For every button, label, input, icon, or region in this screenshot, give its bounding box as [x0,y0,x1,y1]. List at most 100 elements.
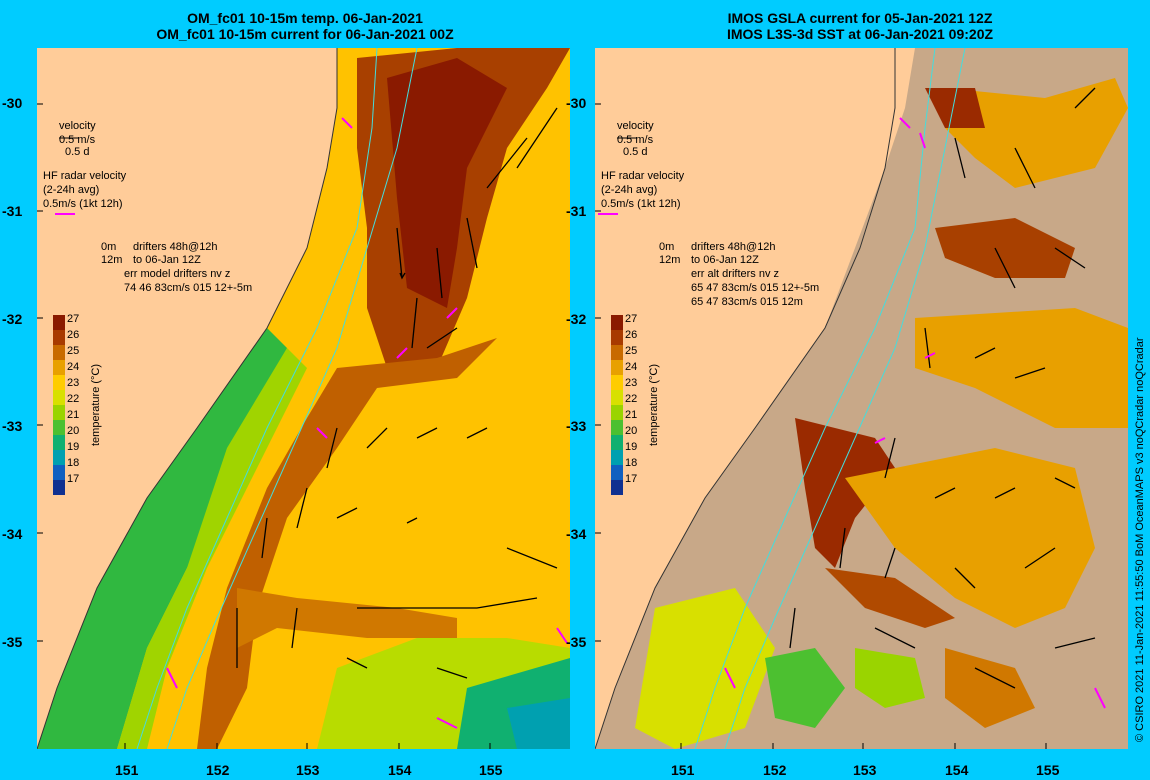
current-vectors [236,107,558,679]
colorbar [611,315,623,495]
cbar-left-26: 26 [67,329,80,341]
left-title-line2: OM_fc01 10-15m current for 06-Jan-2021 0… [156,26,454,42]
lon-label-right-153: 153 [853,762,877,778]
coastline [595,48,896,749]
lon-label-left-154: 154 [388,762,412,778]
right-title-line2: IMOS L3S-3d SST at 06-Jan-2021 09:20Z [726,26,994,42]
cbar-left-20: 20 [67,425,80,437]
lat-label-left-33: -33 [2,418,23,434]
left-title: OM_fc01 10-15m temp. 06-Jan-2021 OM_fc01… [60,10,550,42]
left-legend-hf1: HF radar velocity [43,170,127,182]
left-legend-drift2a: 12m [101,254,123,266]
left-map: velocity 0.5 m/s 0.5 d HF radar velocity… [37,48,570,749]
right-legend-err2: 65 47 83cm/s 015 12+-5m [691,282,820,294]
right-map: velocity 0.5 m/s 0.5 d HF radar velocity… [595,48,1128,749]
left-map-svg [37,48,570,749]
cbar-left-24: 24 [67,361,80,373]
cbar-left-22: 22 [67,393,80,405]
lat-tick-marks [37,103,43,642]
right-title: IMOS GSLA current for 05-Jan-2021 12Z IM… [620,10,1100,42]
cbar-left-23: 23 [67,377,80,389]
left-legend-err2: 74 46 83cm/s 015 12+-5m [124,282,253,294]
lat-label-right-33: -33 [566,418,587,434]
left-legend-drift2b: to 06-Jan 12Z [133,254,201,266]
lat-label-left-34: -34 [2,526,23,542]
right-legend-hf2: (2-24h avg) [601,184,658,196]
cbar-right-22: 22 [625,393,638,405]
isobath-200m [694,48,936,749]
isobath-2000m [724,48,966,749]
right-legend-drift2a: 12m [659,254,681,266]
lat-label-left-30: -30 [2,95,23,111]
cbar-left-19: 19 [67,441,80,453]
isobath-200m [136,48,378,749]
right-legend-hf1: HF radar velocity [601,170,685,182]
lat-label-right-34: -34 [566,526,587,542]
left-colorbar-label: temperature (°C) [90,363,102,446]
lat-label-right-30: -30 [566,95,587,111]
lon-label-right-154: 154 [945,762,969,778]
left-legend-scale1: 0.5 m/s [59,134,96,146]
isobath-2000m [166,48,418,749]
left-title-line1: OM_fc01 10-15m temp. 06-Jan-2021 [187,10,423,26]
coastline [37,48,338,749]
cbar-right-19: 19 [625,441,638,453]
warm-sst-filament [795,418,895,568]
cbar-right-17: 17 [625,473,638,485]
drifter-tracks [166,117,568,729]
left-legend-velocity: velocity [59,120,96,132]
warm-filament [197,338,497,749]
right-title-line1: IMOS GSLA current for 05-Jan-2021 12Z [727,10,993,26]
right-legend-drift1a: 0m [659,241,675,253]
left-legend-err1: err model drifters nv z [124,268,231,280]
cbar-right-21: 21 [625,409,638,421]
right-colorbar-label: temperature (°C) [648,363,660,446]
cbar-right-25: 25 [625,345,638,357]
right-legend-velocity: velocity [617,120,654,132]
lon-label-left-155: 155 [479,762,503,778]
cbar-right-23: 23 [625,377,638,389]
lon-label-left-151: 151 [115,762,139,778]
cbar-left-21: 21 [67,409,80,421]
cbar-right-24: 24 [625,361,638,373]
cbar-left-27: 27 [67,313,80,325]
lon-label-right-155: 155 [1036,762,1060,778]
lon-tick-marks [124,743,491,749]
cbar-left-17: 17 [67,473,80,485]
left-legend-scale2: 0.5 d [65,146,90,158]
cbar-right-18: 18 [625,457,638,469]
lon-label-right-152: 152 [763,762,787,778]
lon-tick-marks [680,743,1047,749]
warm-sst-patch-central [845,448,1095,628]
left-legend-drift1b: drifters 48h@12h [133,241,218,253]
cbar-left-18: 18 [67,457,80,469]
warm-sst-patch-north [945,78,1128,188]
lon-label-right-151: 151 [671,762,695,778]
lat-label-right-35: -35 [566,634,587,650]
right-legend-drift2b: to 06-Jan 12Z [691,254,759,266]
cbar-right-20: 20 [625,425,638,437]
colorbar [53,315,65,495]
right-legend-drift1b: drifters 48h@12h [691,241,776,253]
left-legend-hf2: (2-24h avg) [43,184,100,196]
lat-label-left-35: -35 [2,634,23,650]
cool-sst-patch-south [635,588,775,749]
lat-label-right-31: -31 [566,203,587,219]
right-legend-err1: err alt drifters nv z [691,268,780,280]
right-legend-hf3: 0.5m/s (1kt 12h) [601,198,681,210]
lat-label-left-32: -32 [2,311,23,327]
current-vectors [789,87,1096,689]
right-legend-scale2: 0.5 d [623,146,648,158]
lon-label-left-152: 152 [206,762,230,778]
left-legend-hf3: 0.5m/s (1kt 12h) [43,198,123,210]
cbar-right-26: 26 [625,329,638,341]
right-map-svg [595,48,1128,749]
left-legend-drift1a: 0m [101,241,117,253]
coastal-cool-water [37,328,287,749]
drifter-tracks [724,117,1106,709]
credit-text: © CSIRO 2021 11-Jan-2021 11:55:50 BoM Oc… [1134,337,1146,742]
cbar-left-25: 25 [67,345,80,357]
cbar-right-27: 27 [625,313,638,325]
lon-label-left-153: 153 [296,762,320,778]
right-legend-scale1: 0.5 m/s [617,134,654,146]
